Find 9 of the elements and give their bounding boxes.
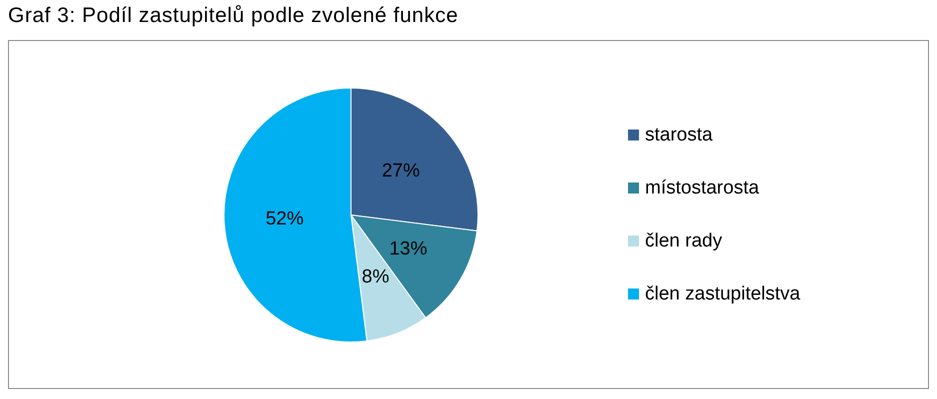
data-label: 27% [382,160,420,182]
legend-label: člen rady [645,230,723,252]
data-label: 8% [362,266,390,288]
legend-label: místostarosta [645,178,760,198]
data-label: 52% [266,208,304,230]
chart-title: Graf 3: Podíl zastupitelů podle zvolené funkce [8,4,458,28]
legend-label: starosta [645,124,714,146]
data-label: 13% [389,238,428,260]
legend-label: člen zastupitelstva [645,284,801,304]
